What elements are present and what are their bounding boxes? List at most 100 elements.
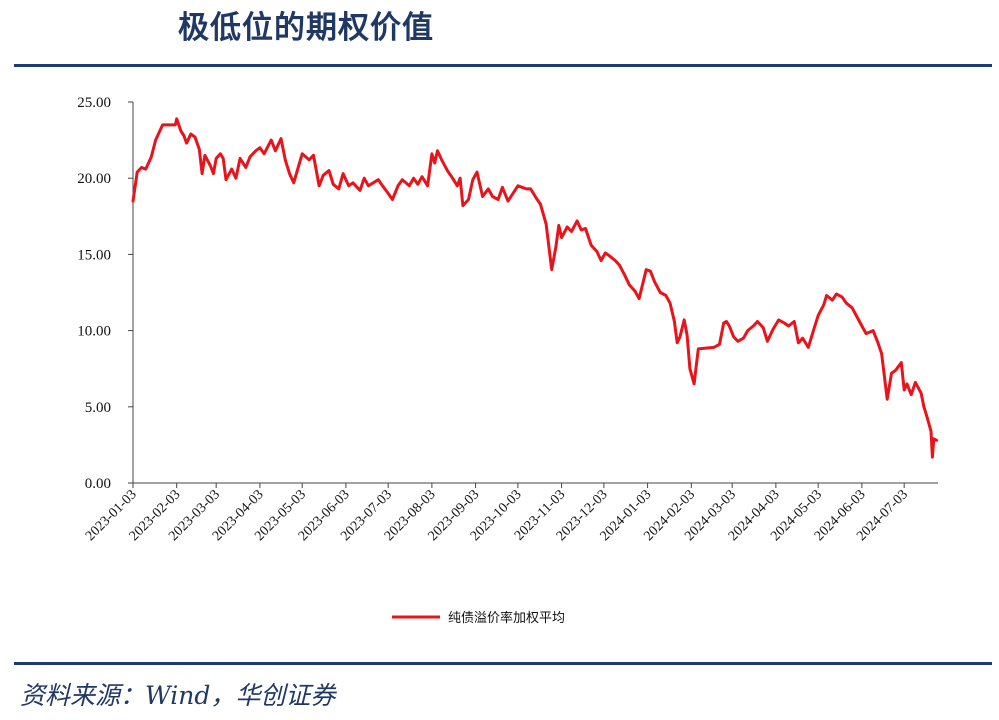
data-point <box>614 259 617 262</box>
data-point <box>756 320 759 323</box>
data-point <box>678 335 682 338</box>
data-point <box>931 455 934 459</box>
data-point <box>590 244 593 247</box>
data-point <box>193 135 197 139</box>
plot-area <box>131 117 939 459</box>
data-point <box>544 222 548 226</box>
data-point <box>224 178 228 181</box>
data-point <box>903 388 906 392</box>
legend-label: 纯债溢价率加权平均 <box>448 610 565 626</box>
data-point <box>910 393 913 396</box>
data-point <box>254 149 257 152</box>
data-point <box>871 329 875 332</box>
data-point <box>812 327 816 331</box>
data-point <box>787 324 790 328</box>
data-point <box>234 177 238 180</box>
data-point <box>835 292 838 296</box>
data-point <box>219 152 222 155</box>
data-point <box>412 177 415 180</box>
data-point <box>446 169 449 172</box>
data-point <box>387 192 390 195</box>
data-point <box>408 184 411 187</box>
data-point <box>736 340 739 343</box>
data-point <box>529 187 532 191</box>
data-point <box>550 268 553 271</box>
source-note: 资料来源：Wind，华创证券 <box>20 681 336 710</box>
data-point <box>140 166 143 169</box>
data-point <box>238 157 242 160</box>
data-point <box>203 154 207 157</box>
data-point <box>580 228 583 232</box>
data-point <box>136 170 139 174</box>
data-point <box>797 341 800 344</box>
y-tick-label: 5.00 <box>85 400 111 416</box>
data-point <box>496 198 500 201</box>
data-point <box>793 320 796 323</box>
data-point <box>623 274 627 277</box>
y-tick-label: 25.00 <box>77 95 111 111</box>
data-point <box>860 324 864 328</box>
data-point <box>401 178 404 181</box>
data-point <box>363 177 366 180</box>
data-point <box>890 372 893 375</box>
data-point <box>886 398 889 401</box>
chart-legend: 纯债溢价率加权平均 <box>392 610 565 626</box>
data-point <box>150 155 153 159</box>
data-point <box>876 340 879 343</box>
data-point <box>440 158 443 162</box>
data-point <box>506 199 510 203</box>
data-point <box>491 195 494 198</box>
data-point <box>718 343 721 346</box>
data-point <box>189 132 192 136</box>
data-point <box>212 172 215 175</box>
data-point <box>692 382 696 386</box>
data-point <box>501 186 504 189</box>
data-point <box>604 251 607 255</box>
line-chart: 0.00 5.00 10.00 15.00 20.00 25.00 2023-01-032… <box>77 95 939 626</box>
data-point <box>535 196 538 200</box>
data-point <box>905 382 909 386</box>
data-point <box>685 334 689 337</box>
data-point <box>358 189 362 192</box>
data-point <box>478 183 481 186</box>
data-point <box>935 439 938 442</box>
data-point <box>712 346 715 349</box>
data-point <box>900 361 903 364</box>
data-point <box>292 181 295 184</box>
data-point <box>932 437 935 440</box>
data-point <box>570 230 573 233</box>
data-point <box>659 291 662 294</box>
data-point <box>728 324 731 328</box>
data-point <box>762 326 765 329</box>
data-point <box>430 152 434 155</box>
data-point <box>327 169 331 172</box>
data-point <box>831 298 834 302</box>
data-point <box>475 170 479 174</box>
data-point <box>855 314 858 317</box>
data-point <box>668 302 672 305</box>
data-point <box>436 149 439 152</box>
data-point <box>274 149 277 152</box>
page-title: 极低位的期权价值 <box>178 10 434 46</box>
data-point <box>420 175 424 178</box>
data-point <box>258 146 262 149</box>
data-point <box>883 375 886 378</box>
data-point <box>864 332 868 335</box>
data-point <box>697 347 700 351</box>
data-point <box>584 227 587 230</box>
data-point <box>664 294 668 297</box>
data-point <box>458 177 462 180</box>
data-point <box>391 198 394 201</box>
x-axis-ticks: 2023-01-032023-02-032023-03-032023-04-03… <box>83 483 911 544</box>
data-point <box>456 184 459 187</box>
data-point <box>618 263 621 267</box>
data-point <box>351 181 355 184</box>
data-point <box>144 167 147 171</box>
data-point <box>525 187 528 191</box>
y-tick-label: 0.00 <box>85 476 111 492</box>
data-point <box>317 184 321 187</box>
data-point <box>722 321 725 325</box>
data-point <box>481 195 484 198</box>
data-point <box>919 391 923 395</box>
data-point <box>628 283 631 287</box>
